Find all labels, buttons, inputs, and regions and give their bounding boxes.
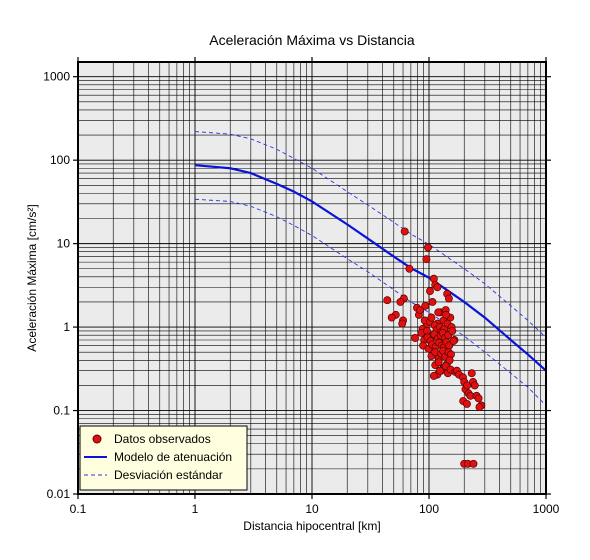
x-tick-label: 1 — [192, 502, 199, 516]
data-point — [448, 326, 457, 335]
x-tick-label: 1000 — [533, 502, 560, 516]
legend-label-observed: Datos observados — [114, 432, 211, 446]
chart-title: Aceleración Máxima vs Distancia — [209, 32, 415, 48]
y-tick-label: 0.01 — [47, 487, 71, 501]
data-point — [428, 298, 437, 306]
legend-box — [79, 425, 248, 491]
data-point — [475, 403, 484, 412]
y-tick-label: 1 — [63, 320, 70, 334]
data-point — [433, 283, 442, 292]
x-tick-label: 100 — [419, 502, 439, 516]
deviation-line — [194, 131, 547, 338]
model-line — [194, 164, 547, 372]
y-tick-label: 10 — [57, 237, 71, 251]
data-point — [411, 334, 420, 342]
data-point — [383, 296, 392, 305]
data-point — [435, 366, 444, 375]
y-tick-label: 100 — [50, 153, 70, 167]
grid — [77, 62, 546, 495]
deviation-line — [194, 198, 547, 406]
data-point — [463, 381, 472, 390]
data-point — [421, 301, 430, 310]
legend-label-model: Modelo de atenuación — [114, 450, 232, 464]
data-point — [400, 227, 409, 236]
series-layer — [194, 131, 547, 406]
data-point — [429, 371, 438, 380]
data-point — [467, 369, 476, 378]
x-tick-label: 0.1 — [70, 502, 87, 516]
data-point — [434, 358, 443, 367]
data-points — [383, 227, 486, 468]
data-point — [449, 337, 458, 346]
legend-label-deviation: Desviación estándar — [114, 468, 223, 482]
data-point — [444, 294, 453, 303]
data-point — [470, 381, 479, 390]
data-point — [387, 313, 396, 322]
legend: Datos observados Modelo de atenuación De… — [79, 425, 248, 491]
y-tick-label: 1000 — [43, 70, 70, 84]
data-point — [398, 319, 407, 328]
data-point — [434, 308, 443, 317]
x-tick-label: 10 — [305, 502, 319, 516]
x-axis-label: Distancia hipocentral [km] — [243, 519, 380, 533]
legend-marker-observed — [92, 434, 102, 444]
data-point — [469, 459, 478, 468]
data-point — [474, 394, 483, 403]
data-point — [442, 310, 451, 319]
y-tick-label: 0.1 — [53, 404, 70, 418]
data-point — [426, 287, 434, 296]
data-point — [396, 298, 405, 306]
data-point — [462, 399, 471, 408]
y-axis-label: Aceleración Máxima [cm/s²] — [25, 204, 39, 351]
data-point — [416, 306, 425, 314]
data-point — [422, 255, 431, 264]
data-point — [424, 243, 432, 252]
data-point — [405, 264, 414, 273]
data-point — [427, 313, 436, 322]
data-point — [445, 356, 454, 365]
